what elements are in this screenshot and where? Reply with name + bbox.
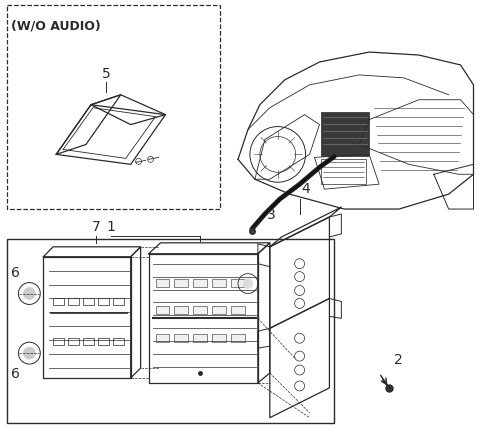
Bar	[98, 339, 109, 345]
Text: 1: 1	[107, 220, 115, 233]
Bar	[98, 299, 109, 306]
Bar	[212, 307, 226, 315]
Bar	[68, 299, 79, 306]
Text: 6: 6	[11, 366, 20, 380]
Bar	[53, 339, 64, 345]
Bar	[83, 339, 94, 345]
Bar	[83, 299, 94, 306]
Bar	[174, 307, 188, 315]
Text: 3: 3	[267, 207, 276, 221]
Bar	[174, 279, 188, 287]
Bar	[7, 7, 220, 210]
Bar	[113, 299, 124, 306]
Bar	[322, 160, 366, 185]
Bar	[212, 279, 226, 287]
Bar	[193, 279, 207, 287]
Bar	[156, 335, 169, 342]
Bar	[193, 307, 207, 315]
Text: 5: 5	[101, 67, 110, 81]
Bar	[7, 239, 335, 423]
Bar	[68, 339, 79, 345]
Bar	[156, 307, 169, 315]
Text: 6: 6	[11, 265, 20, 279]
Bar	[193, 335, 207, 342]
Bar	[231, 307, 245, 315]
Bar	[174, 335, 188, 342]
Bar	[212, 335, 226, 342]
Bar	[113, 339, 124, 345]
Bar	[322, 112, 369, 157]
Text: (W/O AUDIO): (W/O AUDIO)	[12, 19, 101, 32]
Circle shape	[243, 279, 253, 289]
Bar	[156, 279, 169, 287]
Text: 4: 4	[301, 182, 311, 196]
Bar	[231, 335, 245, 342]
Bar	[231, 279, 245, 287]
Text: 7: 7	[92, 220, 100, 233]
Bar	[53, 299, 64, 306]
Circle shape	[24, 288, 36, 300]
Text: 2: 2	[394, 352, 403, 366]
Circle shape	[24, 347, 36, 359]
